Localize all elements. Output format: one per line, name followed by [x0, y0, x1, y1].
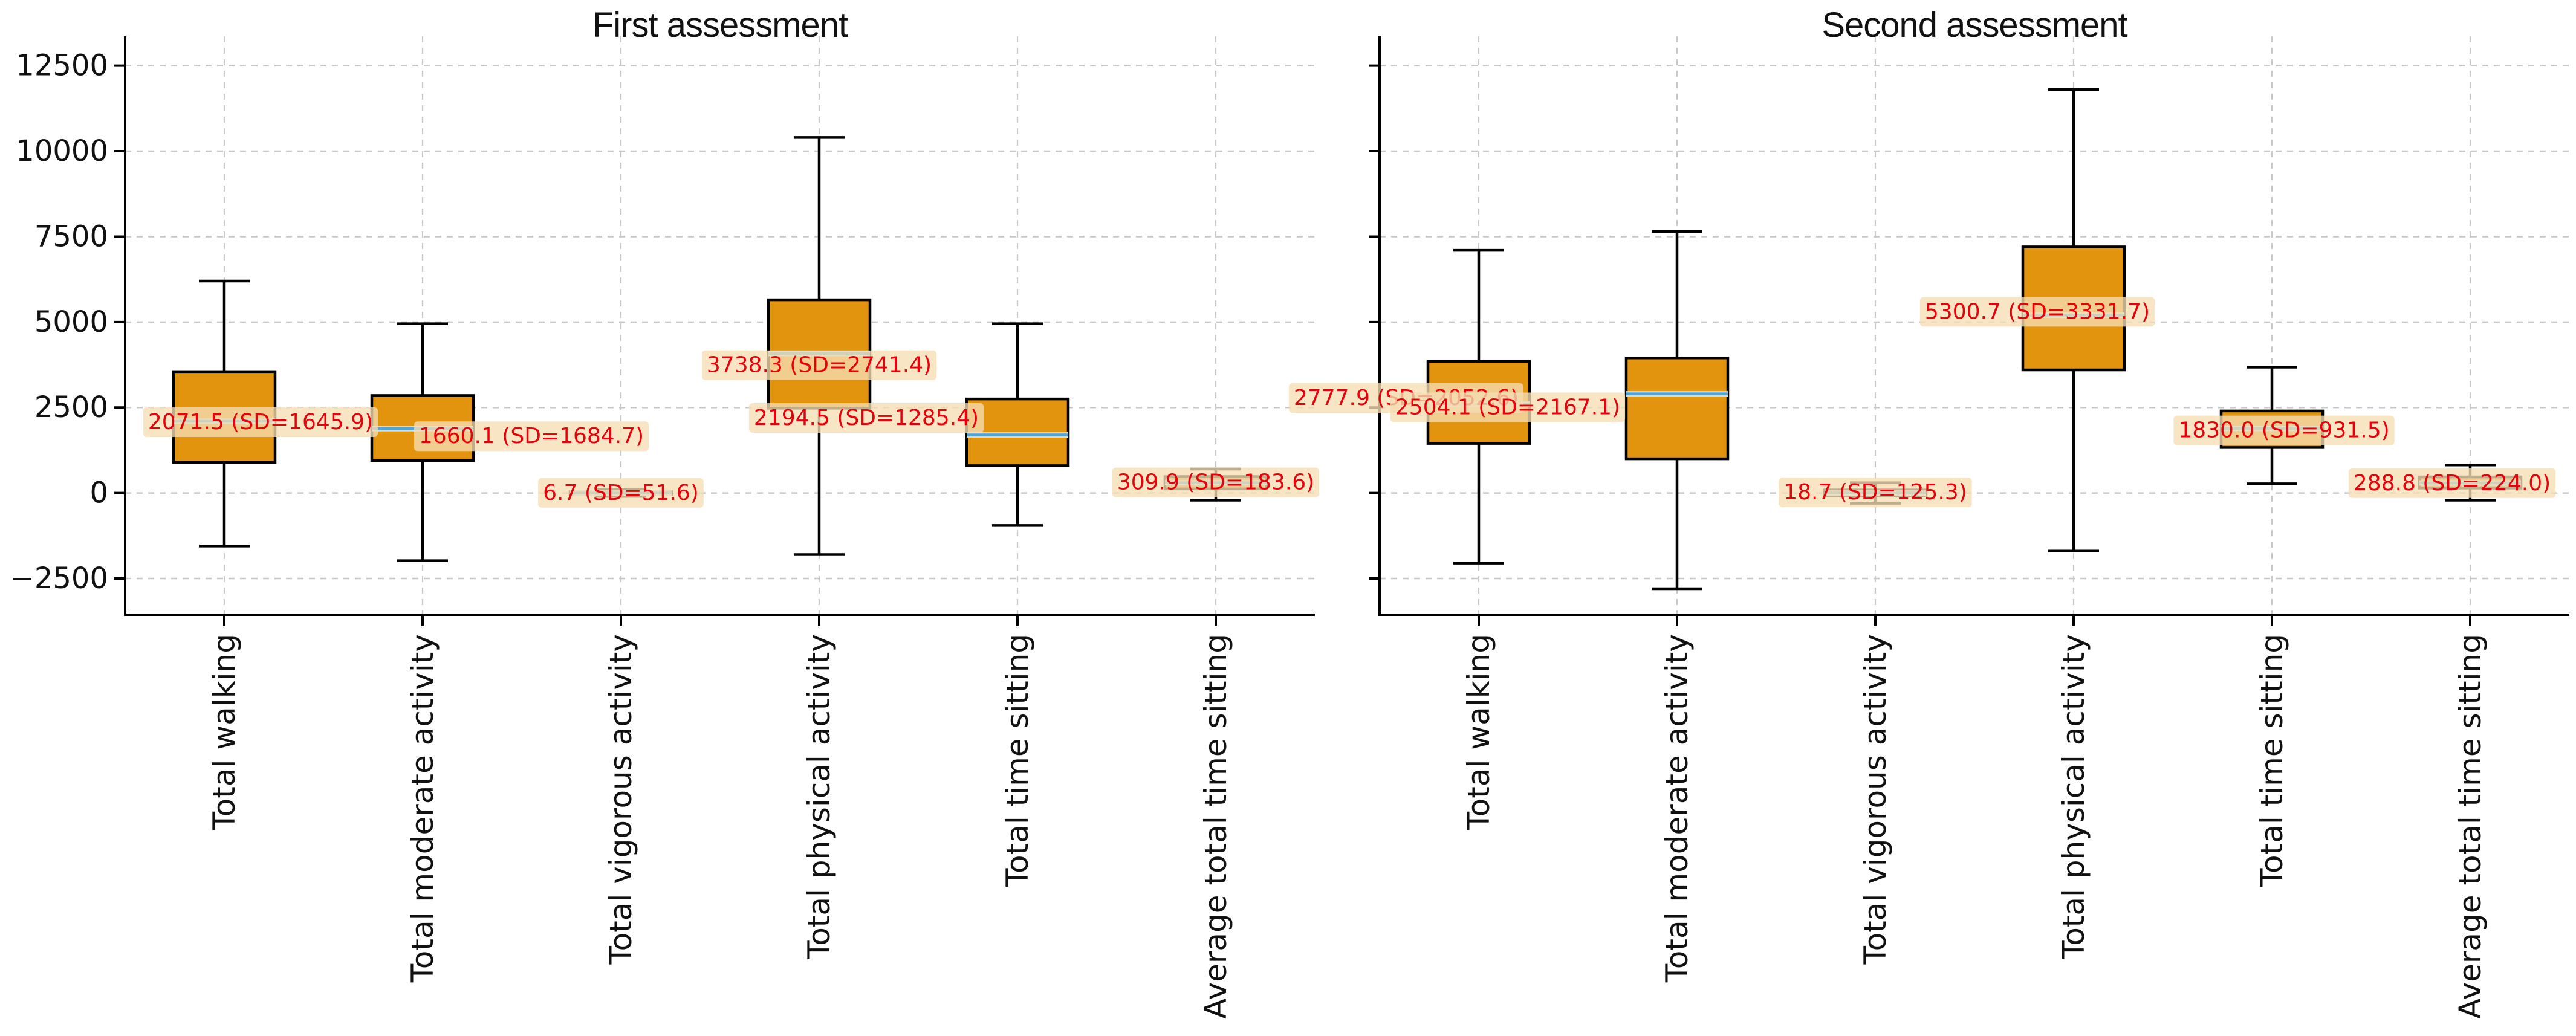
mean-sd-annotation: 288.8 (SD=224.0) — [2354, 471, 2551, 496]
panel-title-first-assessment: First assessment — [592, 5, 848, 45]
y-tick-label: 10000 — [16, 134, 108, 168]
x-tick-label: Average total time sitting — [2453, 634, 2488, 1019]
annotation-bg — [2173, 415, 2395, 445]
annotation-bg — [1390, 392, 1626, 422]
panel-title-second-assessment: Second assessment — [1822, 5, 2127, 45]
mean-sd-annotation: 1830.0 (SD=931.5) — [2178, 418, 2389, 443]
mean-sd-annotation: 309.9 (SD=183.6) — [1117, 470, 1314, 495]
mean-sd-annotation: 3738.3 (SD=2741.4) — [707, 353, 932, 378]
mean-sd-annotation: 2071.5 (SD=1645.9) — [148, 410, 373, 435]
y-tick-label: −2500 — [10, 562, 108, 595]
annotation-bg — [1779, 478, 1972, 508]
mean-sd-annotation: 2194.5 (SD=1285.4) — [754, 406, 979, 430]
x-tick-label: Total moderate activity — [405, 634, 440, 983]
box-iqr — [1624, 356, 1730, 461]
annotation-bg — [1919, 297, 2155, 327]
mean-sd-annotation: 2504.1 (SD=2167.1) — [1395, 395, 1620, 420]
x-tick-label: Total physical activity — [802, 634, 837, 960]
y-tick-label: 5000 — [34, 305, 108, 339]
y-tick-label: 12500 — [16, 49, 108, 83]
x-tick-label: Total time sitting — [2254, 634, 2289, 887]
y-tick-label: 0 — [89, 476, 108, 510]
x-tick-label: Total walking — [1461, 634, 1496, 830]
annotation-bg — [748, 403, 984, 433]
annotation-bg — [701, 350, 937, 380]
x-tick-label: Total vigorous activity — [603, 634, 638, 965]
x-tick-label: Total vigorous activity — [1858, 634, 1893, 965]
x-tick-label: Total physical activity — [2056, 634, 2091, 960]
annotation-bg — [1112, 467, 1320, 497]
mean-sd-annotation: 1660.1 (SD=1684.7) — [419, 424, 644, 448]
mean-sd-annotation: 5300.7 (SD=3331.7) — [1925, 299, 2150, 324]
x-tick-label: Total moderate activity — [1659, 634, 1695, 983]
x-tick-label: Average total time sitting — [1198, 634, 1233, 1019]
annotation-bg — [414, 421, 649, 452]
mean-sd-annotation: 18.7 (SD=125.3) — [1783, 480, 1967, 505]
annotation-bg — [2348, 468, 2556, 498]
mean-sd-annotation: 6.7 (SD=51.6) — [543, 481, 699, 505]
annotation-bg — [143, 407, 378, 437]
y-tick-label: 2500 — [34, 390, 108, 424]
annotation-bg — [538, 478, 704, 508]
y-tick-label: 7500 — [34, 219, 108, 253]
x-tick-label: Total walking — [207, 634, 242, 830]
x-tick-label: Total time sitting — [1000, 634, 1035, 887]
